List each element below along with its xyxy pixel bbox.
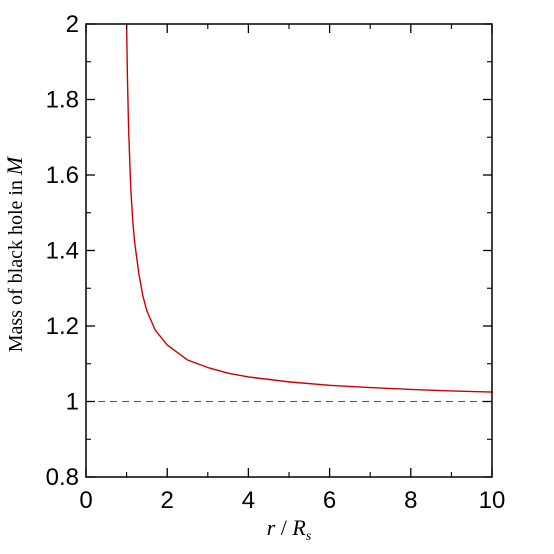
- x-axis-label: r / Rs: [267, 515, 312, 544]
- x-axis-label-subscript: s: [306, 529, 312, 544]
- y-axis-label: Mass of black hole in M: [2, 155, 27, 352]
- x-tick-label: 0: [79, 487, 92, 514]
- y-tick-label: 1.6: [46, 162, 79, 189]
- x-axis-label-prefix: r: [267, 515, 276, 540]
- y-tick-label: 1.2: [46, 313, 79, 340]
- x-tick-label: 2: [161, 487, 174, 514]
- y-tick-label: 0.8: [46, 464, 79, 491]
- tick-labels-layer: 0 2 4 6 8 10 0.8 1 1.2 1.4 1.6 1.8 2: [46, 11, 506, 514]
- y-tick-label: 1.4: [46, 238, 79, 265]
- x-tick-label: 8: [404, 487, 417, 514]
- x-tick-label: 6: [323, 487, 336, 514]
- tick-marks-layer: [85, 23, 493, 478]
- series-layer: [125, 23, 493, 393]
- y-axis-label-text: Mass of black hole in: [5, 175, 27, 352]
- plot-frame: [85, 23, 493, 478]
- series-line: [125, 23, 493, 393]
- x-tick-label: 4: [242, 487, 255, 514]
- x-axis-label-separator: /: [275, 515, 292, 540]
- y-tick-label: 2: [66, 11, 79, 38]
- y-axis-label-symbol: M: [2, 155, 27, 176]
- x-axis-label-symbol: R: [291, 515, 306, 540]
- y-tick-label: 1.8: [46, 87, 79, 114]
- y-tick-label: 1: [66, 389, 79, 416]
- x-tick-label: 10: [479, 487, 506, 514]
